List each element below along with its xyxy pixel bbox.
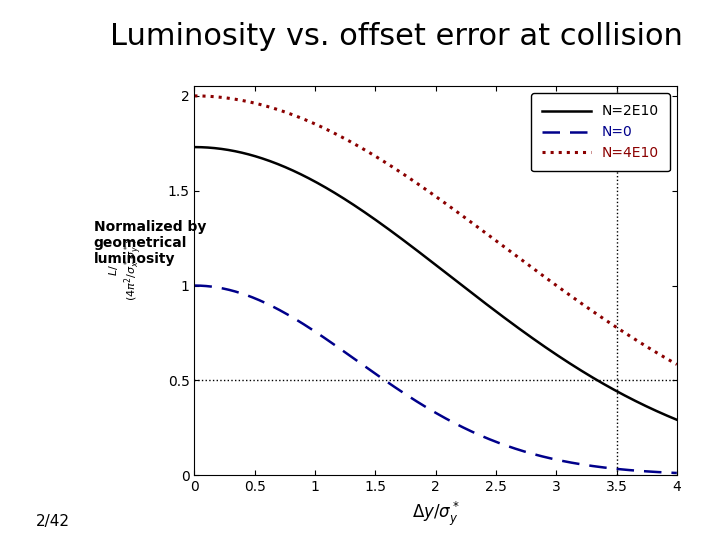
N=4E10 [585,306,594,313]
Line: N=4E10: N=4E10 [194,96,677,365]
Legend: N=2E10, N=0, N=4E10: N=2E10, N=0, N=4E10 [531,93,670,172]
N=2E10 [190,144,199,150]
N=4E10 [190,93,199,99]
N=2E10 [451,277,460,284]
Line: N=0: N=0 [194,286,677,473]
Text: 2/42: 2/42 [36,514,70,529]
N=2E10 [661,411,670,418]
N=4E10 [422,187,431,193]
X-axis label: $\Delta y/\sigma_y^*$: $\Delta y/\sigma_y^*$ [412,500,459,528]
N=4E10 [477,227,486,233]
N=0 [661,469,670,476]
N=0 [419,402,428,409]
N=4E10 [419,185,428,191]
N=4E10 [451,207,460,214]
Text: Normalized by
geometrical
luminosity: Normalized by geometrical luminosity [94,220,206,266]
N=2E10 [477,297,486,303]
N=2E10 [585,373,594,379]
N=0 [477,433,486,439]
N=0 [451,420,460,427]
Line: N=2E10: N=2E10 [194,147,677,420]
N=0 [585,462,594,469]
N=4E10 [672,361,681,368]
N=0 [422,404,431,410]
N=0 [190,282,199,289]
N=2E10 [672,416,681,423]
Text: $L/$
$(4\pi^2/\sigma_x^*\sigma_y^*)$: $L/$ $(4\pi^2/\sigma_x^*\sigma_y^*)$ [107,239,145,301]
N=2E10 [422,254,431,261]
Text: Luminosity vs. offset error at collision: Luminosity vs. offset error at collision [109,22,683,51]
N=4E10 [661,354,670,361]
N=0 [672,470,681,476]
N=2E10 [419,252,428,259]
